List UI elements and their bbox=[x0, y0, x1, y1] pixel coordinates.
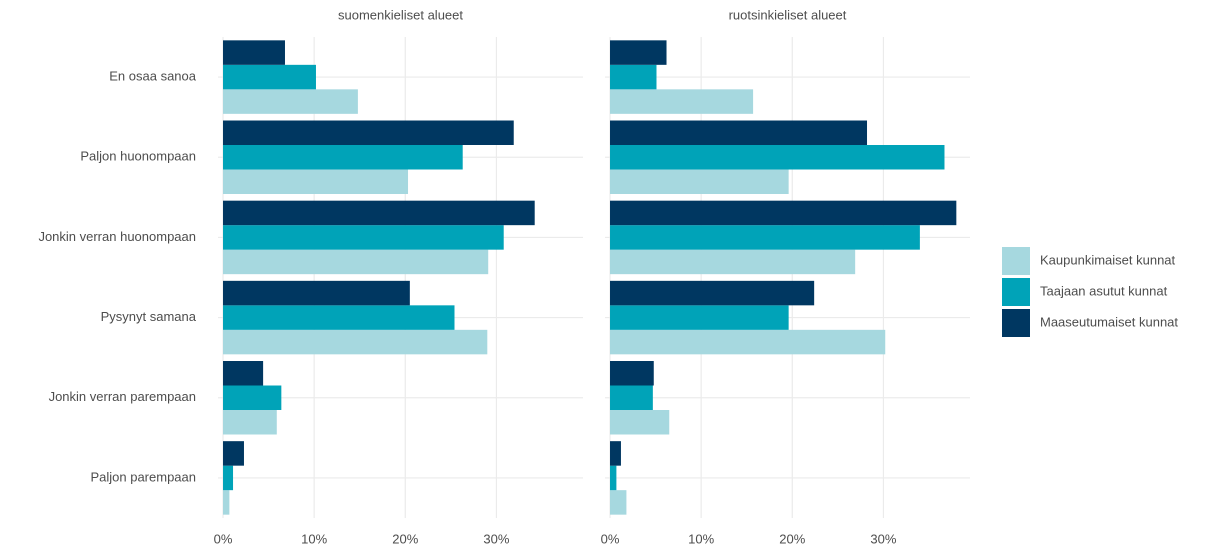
bar bbox=[610, 169, 789, 194]
legend-swatch bbox=[1002, 309, 1030, 337]
x-tick-label: 0% bbox=[214, 531, 233, 546]
legend-label: Maaseutumaiset kunnat bbox=[1040, 314, 1178, 329]
bar bbox=[610, 40, 667, 65]
bar bbox=[610, 200, 957, 226]
bar bbox=[610, 89, 754, 114]
x-tick-label: 10% bbox=[688, 531, 714, 546]
x-tick-label: 0% bbox=[601, 531, 620, 546]
bar bbox=[223, 169, 409, 194]
bar bbox=[610, 410, 670, 435]
bar bbox=[610, 361, 654, 386]
bar bbox=[610, 465, 617, 491]
facet-title: suomenkieliset alueet bbox=[338, 7, 463, 22]
x-tick-label: 20% bbox=[392, 531, 418, 546]
bar bbox=[223, 89, 358, 114]
x-tick-label: 30% bbox=[870, 531, 896, 546]
y-tick-label: Jonkin verran parempaan bbox=[49, 389, 196, 404]
bar bbox=[610, 225, 920, 250]
bar bbox=[223, 200, 535, 226]
bar bbox=[610, 305, 789, 330]
bar bbox=[223, 385, 282, 410]
bar bbox=[223, 410, 277, 435]
bar bbox=[223, 40, 285, 65]
x-tick-label: 10% bbox=[301, 531, 327, 546]
bar bbox=[223, 249, 489, 275]
bar bbox=[610, 120, 868, 145]
bar bbox=[610, 441, 621, 466]
bar bbox=[610, 64, 657, 90]
bar bbox=[610, 249, 856, 275]
bar bbox=[223, 329, 488, 355]
bar bbox=[223, 225, 504, 250]
y-tick-label: Paljon huonompaan bbox=[80, 149, 196, 164]
legend-label: Taajaan asutut kunnat bbox=[1040, 283, 1168, 298]
bar bbox=[223, 441, 244, 466]
x-tick-label: 30% bbox=[483, 531, 509, 546]
y-tick-label: Jonkin verran huonompaan bbox=[38, 229, 196, 244]
facet-title: ruotsinkieliset alueet bbox=[729, 7, 847, 22]
bar bbox=[610, 385, 653, 410]
bar bbox=[223, 465, 234, 491]
bar bbox=[610, 490, 627, 515]
bar bbox=[223, 361, 264, 386]
legend-swatch bbox=[1002, 247, 1030, 275]
y-tick-label: Paljon parempaan bbox=[90, 469, 196, 484]
legend-swatch bbox=[1002, 278, 1030, 306]
legend-label: Kaupunkimaiset kunnat bbox=[1040, 252, 1176, 267]
bar bbox=[223, 120, 514, 145]
bar bbox=[223, 305, 455, 330]
bar bbox=[610, 280, 815, 306]
bar bbox=[223, 145, 463, 170]
bar bbox=[223, 280, 410, 306]
bar bbox=[223, 64, 316, 90]
bar bbox=[610, 145, 945, 170]
bar bbox=[223, 490, 230, 515]
bar bbox=[610, 329, 886, 355]
x-tick-label: 20% bbox=[779, 531, 805, 546]
y-tick-label: En osaa sanoa bbox=[109, 69, 197, 84]
y-tick-label: Pysynyt samana bbox=[101, 309, 197, 324]
